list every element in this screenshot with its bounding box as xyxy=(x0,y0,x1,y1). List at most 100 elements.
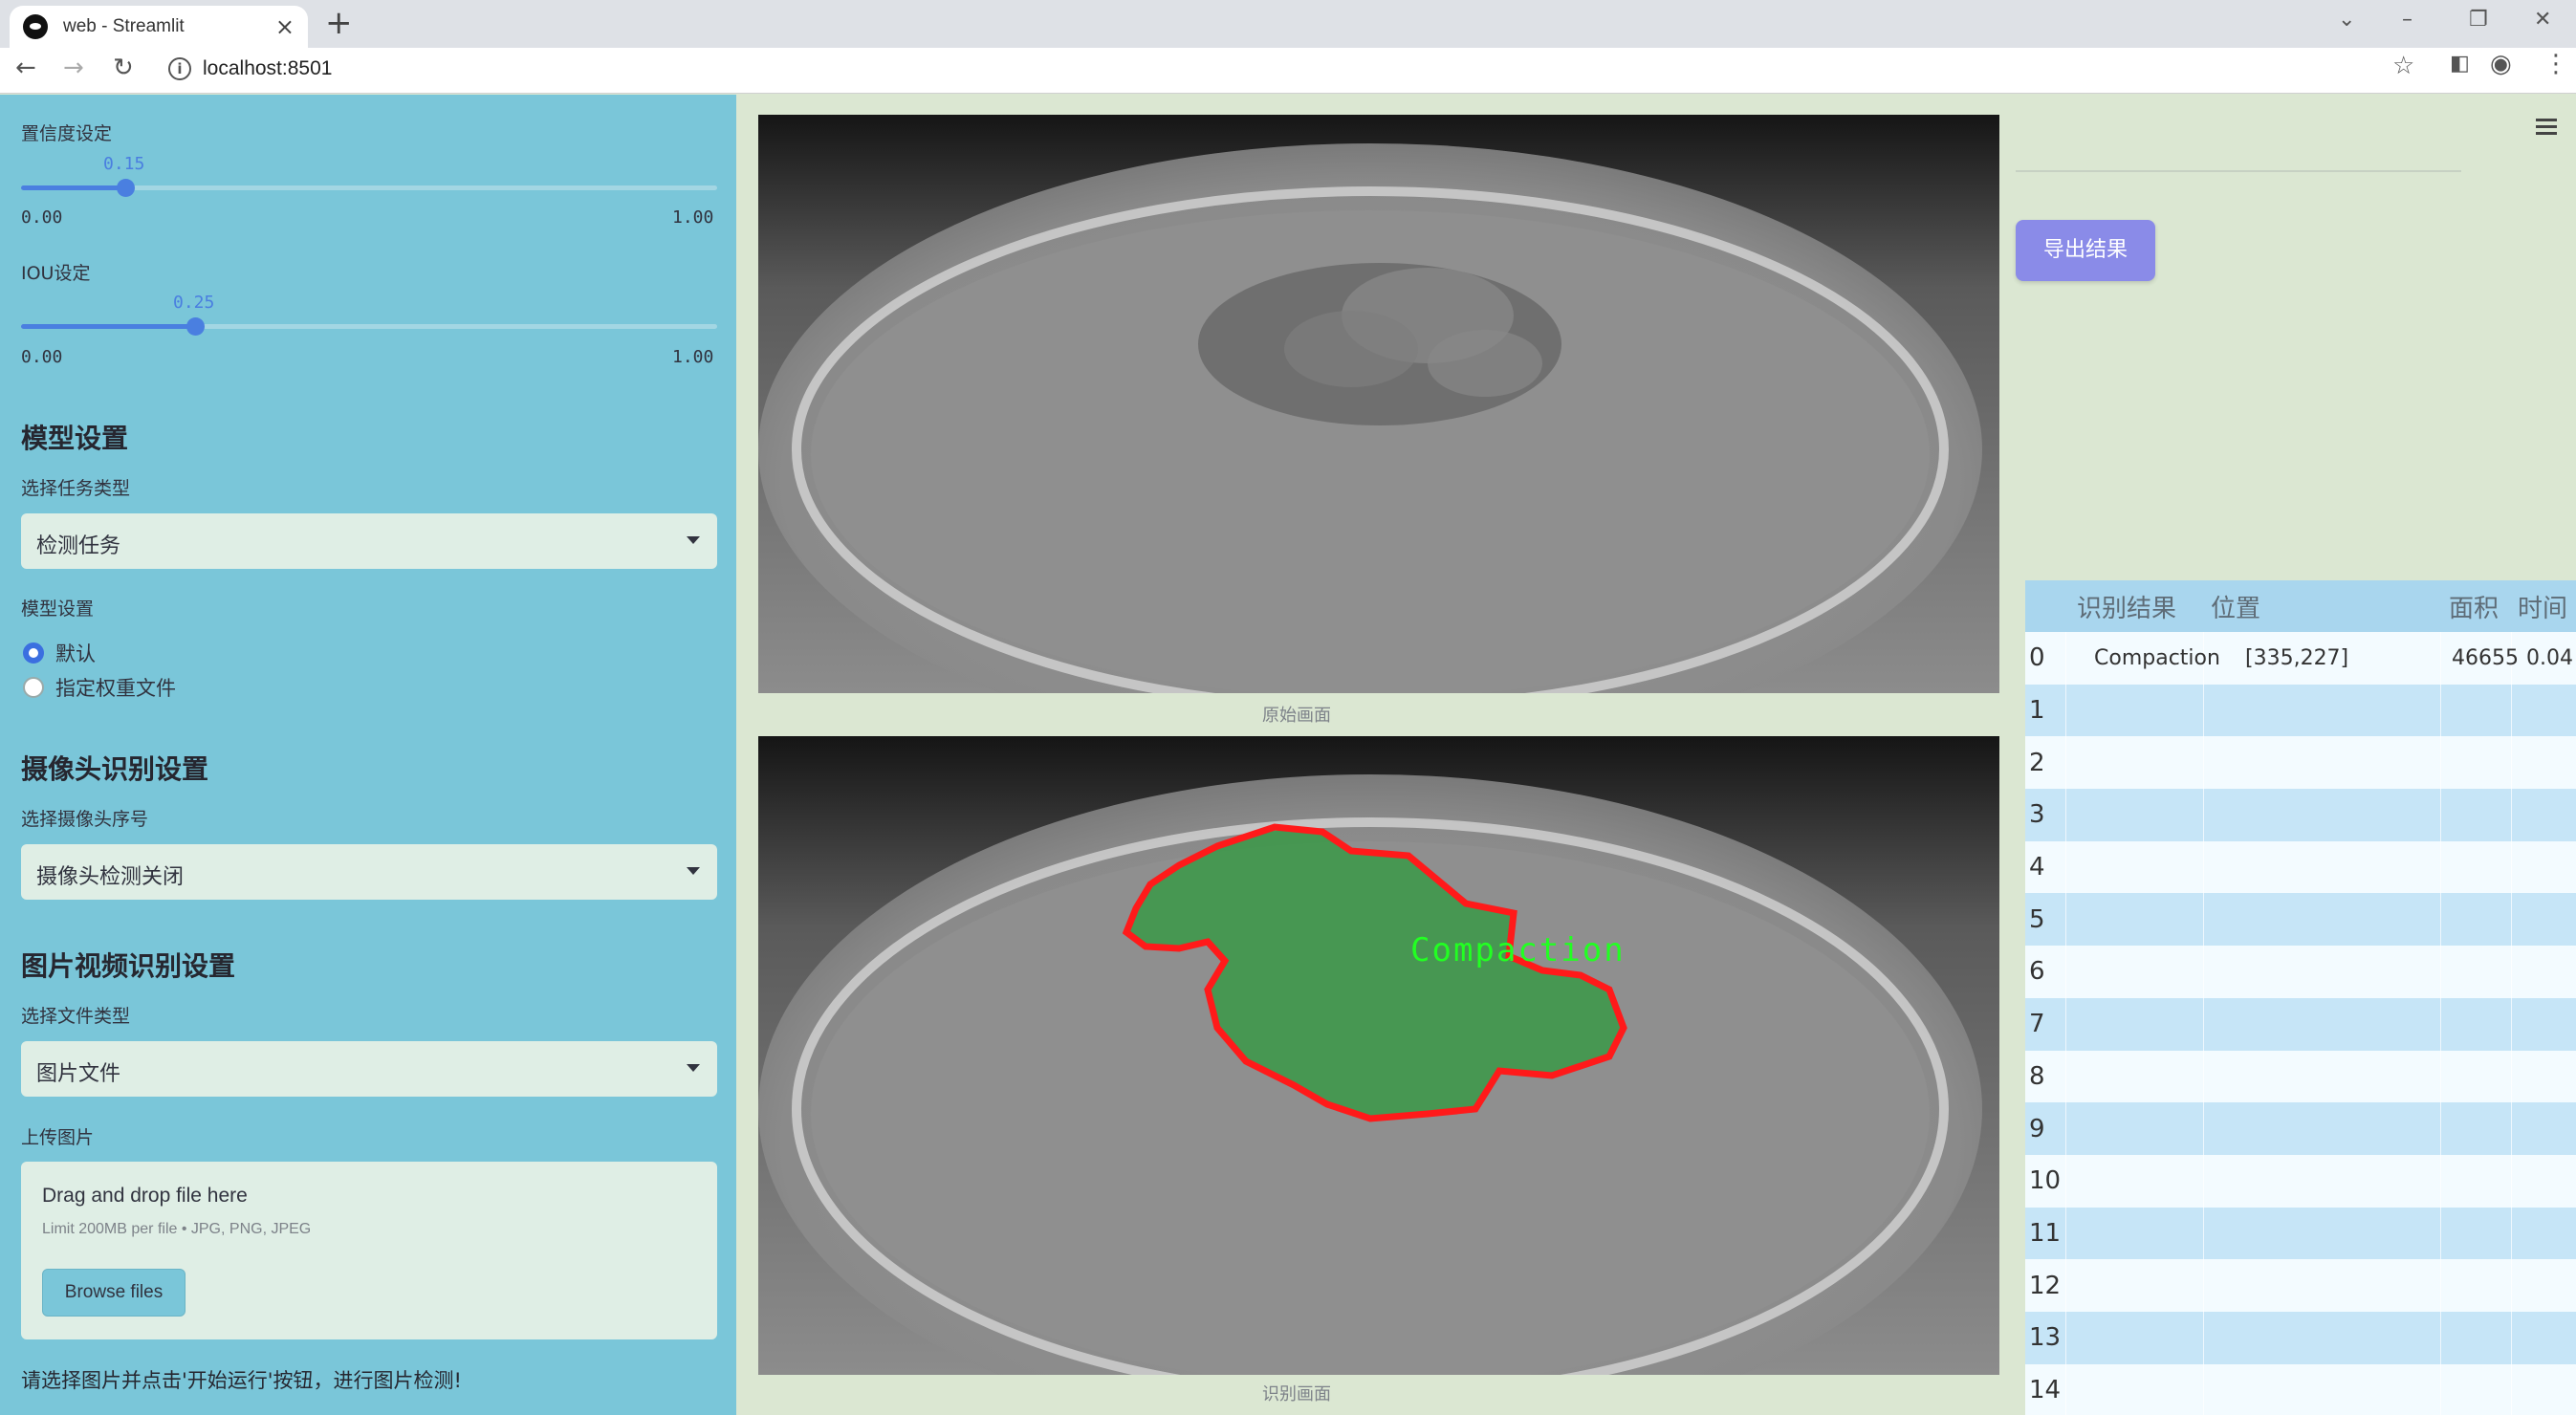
file-type-select[interactable]: 图片文件 xyxy=(21,1041,717,1097)
browser-menu-icon[interactable]: ⋮ xyxy=(2543,50,2568,78)
reload-icon[interactable]: ↻ xyxy=(113,54,134,82)
close-window-icon[interactable]: ✕ xyxy=(2534,8,2552,32)
iou-slider-thumb[interactable] xyxy=(186,317,205,336)
column-divider xyxy=(2511,684,2512,737)
iou-slider-fill xyxy=(21,324,195,329)
conf-value: 0.15 xyxy=(103,154,145,174)
new-tab-icon[interactable]: + xyxy=(325,4,353,42)
header-result: 识别结果 xyxy=(2077,594,2177,623)
table-row: 9 xyxy=(2025,1102,2576,1155)
conf-slider-fill xyxy=(21,185,125,190)
table-row: 4 xyxy=(2025,840,2576,894)
column-divider xyxy=(2511,1259,2512,1312)
model-label: 模型设置 xyxy=(21,599,95,620)
column-divider xyxy=(2511,1207,2512,1260)
iou-slider[interactable] xyxy=(21,317,717,336)
column-divider xyxy=(2511,893,2512,947)
column-divider xyxy=(2203,1102,2204,1155)
result-caption: 识别画面 xyxy=(1262,1384,1331,1404)
original-image xyxy=(758,115,1999,693)
result-image-graphic: Compaction xyxy=(758,736,1999,1375)
column-divider xyxy=(2203,789,2204,841)
address-bar: ← → ↻ i localhost:8501 ☆ ◧ ◉ ⋮ xyxy=(0,48,2576,94)
task-label: 选择任务类型 xyxy=(21,478,131,499)
conf-slider-thumb[interactable] xyxy=(117,179,135,197)
table-row: 14 xyxy=(2025,1363,2576,1415)
minimize-icon[interactable]: – xyxy=(2402,8,2412,32)
task-select[interactable]: 检测任务 xyxy=(21,513,717,569)
row-index: 3 xyxy=(2029,800,2045,830)
file-type-label: 选择文件类型 xyxy=(21,1006,131,1027)
column-divider xyxy=(2440,893,2441,947)
site-info-icon[interactable]: i xyxy=(168,57,191,80)
iou-max: 1.00 xyxy=(672,347,714,367)
column-divider xyxy=(2065,840,2066,894)
profile-icon[interactable]: ◉ xyxy=(2490,50,2512,78)
upload-title: Drag and drop file here xyxy=(42,1185,248,1207)
column-divider xyxy=(2511,736,2512,790)
iou-label: IOU设定 xyxy=(21,263,91,284)
results-table: 识别结果 位置 面积 时间 0 Compaction [335,227] 46655 0… xyxy=(2025,580,2576,1415)
camera-select[interactable]: 摄像头检测关闭 xyxy=(21,844,717,900)
column-divider xyxy=(2065,632,2066,685)
table-row: 11 xyxy=(2025,1207,2576,1260)
column-divider xyxy=(2511,840,2512,894)
column-divider xyxy=(2511,789,2512,841)
url-field[interactable]: localhost:8501 xyxy=(203,57,333,79)
file-heading: 图片视频识别设置 xyxy=(21,950,236,982)
file-uploader-dropzone[interactable]: Drag and drop file here Limit 200MB per … xyxy=(21,1162,717,1339)
column-divider xyxy=(2065,1207,2066,1260)
browse-files-button[interactable]: Browse files xyxy=(42,1269,186,1317)
row-index: 0 xyxy=(2029,643,2045,673)
iou-value: 0.25 xyxy=(173,293,215,313)
radio-default[interactable]: 默认 xyxy=(23,639,96,667)
row-index: 6 xyxy=(2029,957,2045,987)
back-icon[interactable]: ← xyxy=(15,54,36,82)
column-divider xyxy=(2203,840,2204,894)
row-index: 8 xyxy=(2029,1061,2045,1091)
conf-slider[interactable] xyxy=(21,179,717,197)
streamlit-favicon-icon xyxy=(23,14,48,39)
camera-heading: 摄像头识别设置 xyxy=(21,753,209,785)
column-divider xyxy=(2065,946,2066,998)
detection-mask xyxy=(1122,823,1627,1122)
column-divider xyxy=(2203,1207,2204,1260)
upload-limit: Limit 200MB per file • JPG, PNG, JPEG xyxy=(42,1221,312,1237)
column-divider xyxy=(2440,1259,2441,1312)
column-divider xyxy=(2511,946,2512,998)
browser-tab[interactable]: web - Streamlit × xyxy=(10,6,308,48)
column-divider xyxy=(2203,1311,2204,1364)
close-tab-icon[interactable]: × xyxy=(274,13,295,40)
column-divider xyxy=(2511,1050,2512,1103)
column-divider xyxy=(2203,632,2204,685)
row-index: 5 xyxy=(2029,904,2045,934)
row-index: 11 xyxy=(2029,1218,2062,1248)
tab-search-chevron-icon[interactable]: ⌄ xyxy=(2338,8,2356,32)
camera-label: 选择摄像头序号 xyxy=(21,809,149,830)
table-row: 8 xyxy=(2025,1050,2576,1103)
table-row: 13 xyxy=(2025,1311,2576,1364)
camera-select-value: 摄像头检测关闭 xyxy=(36,865,185,889)
restore-icon[interactable]: ❐ xyxy=(2469,8,2488,32)
table-row: 2 xyxy=(2025,736,2576,790)
export-results-button[interactable]: 导出结果 xyxy=(2016,220,2155,281)
column-divider xyxy=(2440,1154,2441,1208)
result-image: Compaction xyxy=(758,736,1999,1375)
column-divider xyxy=(2203,997,2204,1051)
side-panel-icon[interactable]: ◧ xyxy=(2450,52,2470,76)
main-menu-icon[interactable] xyxy=(2536,119,2557,139)
column-divider xyxy=(2065,684,2066,737)
column-divider xyxy=(2203,684,2204,737)
column-divider xyxy=(2065,1363,2066,1415)
original-image-graphic xyxy=(758,115,1999,693)
forward-icon[interactable]: → xyxy=(63,54,84,82)
chevron-down-icon xyxy=(687,867,700,875)
table-row: 5 xyxy=(2025,893,2576,947)
column-divider xyxy=(2440,1311,2441,1364)
column-divider xyxy=(2511,997,2512,1051)
bookmark-star-icon[interactable]: ☆ xyxy=(2392,52,2415,80)
header-position: 位置 xyxy=(2211,594,2261,623)
column-divider xyxy=(2203,893,2204,947)
table-row: 0 Compaction [335,227] 46655 0.04 xyxy=(2025,632,2576,685)
radio-custom-weights[interactable]: 指定权重文件 xyxy=(23,673,176,702)
